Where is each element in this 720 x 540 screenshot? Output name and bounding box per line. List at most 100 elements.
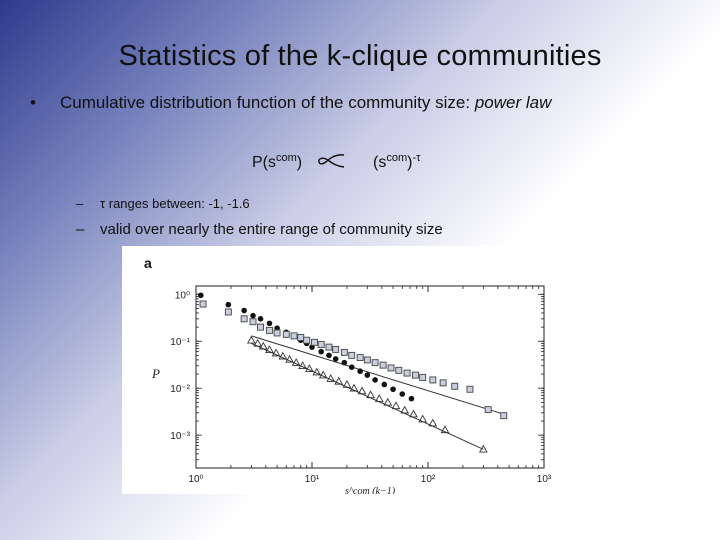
data-point-triangle <box>291 358 301 366</box>
data-point-triangle <box>334 376 344 385</box>
data-point-circle <box>372 377 378 383</box>
data-point-square <box>484 406 492 414</box>
formula-rhs-exp: -τ <box>412 152 421 164</box>
subbullet-validity: – valid over nearly the entire range of c… <box>76 221 443 238</box>
subbullet-tau-range: – τ ranges between: -1, -1.6 <box>76 196 250 211</box>
main-bullet: • Cumulative distribution function of the… <box>30 93 551 113</box>
data-point-square <box>325 343 333 351</box>
data-point-square <box>332 345 340 353</box>
formula-lhs-base: P(s <box>252 154 276 171</box>
data-point-square <box>412 371 419 379</box>
data-point-circle <box>198 292 204 299</box>
data-point-square <box>451 382 459 390</box>
data-point-circle <box>357 368 363 375</box>
data-point-triangle <box>326 374 336 382</box>
data-point-triangle <box>271 348 281 357</box>
data-point-circle <box>257 316 264 322</box>
x-tick-label: 10³ <box>537 474 552 485</box>
data-point-circle <box>364 372 371 378</box>
plot-frame <box>195 285 545 469</box>
x-axis-label: s^com (k−1) <box>345 486 396 494</box>
data-point-circle <box>408 395 415 402</box>
subbullet-dash: – <box>76 196 84 211</box>
data-point-square <box>303 336 311 344</box>
data-point-circle <box>332 356 339 362</box>
data-point-circle <box>381 381 388 388</box>
slide-title: Statistics of the k-clique communities <box>118 40 602 72</box>
data-point-triangle <box>374 394 384 402</box>
data-point-circle <box>390 386 396 393</box>
data-point-circle <box>348 364 355 371</box>
data-point-triangle <box>253 338 263 347</box>
data-point-circle <box>225 301 232 308</box>
data-point-triangle <box>428 418 438 427</box>
y-tick-label: 10⁻³ <box>170 431 190 442</box>
x-tick-label: 10² <box>421 474 436 485</box>
data-point-square <box>290 332 298 340</box>
y-tick-label: 10⁻² <box>170 384 190 395</box>
data-point-square <box>297 334 305 341</box>
formula-rhs-close: ) <box>407 154 413 171</box>
data-point-square <box>317 341 325 349</box>
data-point-circle <box>341 359 348 366</box>
data-point-circle <box>326 352 332 359</box>
data-point-triangle <box>258 341 268 350</box>
data-point-square <box>500 412 508 420</box>
data-point-triangle <box>400 405 410 414</box>
data-point-square <box>439 379 447 387</box>
data-point-square <box>371 359 379 367</box>
y-tick-label: 10⁰ <box>175 290 190 301</box>
data-point-square <box>387 364 395 372</box>
data-point-square <box>311 338 318 346</box>
data-point-triangle <box>357 386 367 395</box>
data-point-triangle <box>265 345 274 353</box>
data-point-circle <box>266 320 273 327</box>
y-axis-label: P <box>151 366 160 381</box>
bullet-marker: • <box>30 93 36 112</box>
data-point-square <box>199 300 207 308</box>
data-point-square <box>379 361 387 369</box>
formula-rhs-sup: com <box>386 152 408 164</box>
data-point-triangle <box>409 409 418 418</box>
data-point-square <box>340 348 348 356</box>
data-point-square <box>363 356 371 364</box>
data-point-circle <box>318 348 324 355</box>
data-point-square <box>257 323 264 331</box>
data-point-square <box>273 329 281 337</box>
data-point-square <box>403 369 411 377</box>
power-law-formula: P(scom) (scom)-τ <box>252 152 420 175</box>
data-point-triangle <box>383 397 393 406</box>
data-point-square <box>466 385 474 393</box>
data-point-square <box>348 351 356 359</box>
formula-rhs-base: (s <box>373 154 387 171</box>
data-point-triangle <box>440 425 450 434</box>
data-point-square <box>224 308 232 316</box>
bullet-emphasis: power law <box>474 93 552 112</box>
data-point-triangle <box>312 367 322 376</box>
data-point-triangle <box>349 383 359 392</box>
proportional-icon <box>317 152 347 175</box>
formula-lhs-close: ) <box>296 154 303 171</box>
data-point-triangle <box>342 379 352 388</box>
data-point-square <box>395 366 403 374</box>
data-point-triangle <box>246 335 256 344</box>
fit-line <box>251 335 504 415</box>
subbullet-text: valid over nearly the entire range of co… <box>100 221 443 238</box>
plot-area: 10⁰ 10¹ 10² 10³ 10⁰ 10⁻¹ 10⁻² 10⁻³ <box>170 285 552 485</box>
data-point-triangle <box>298 361 307 370</box>
y-tick-label: 10⁻¹ <box>170 337 190 348</box>
data-point-triangle <box>366 390 375 399</box>
data-point-triangle <box>318 370 328 379</box>
x-tick-label: 10⁰ <box>188 474 203 485</box>
loglog-chart: a P s^com (k−1) 10⁰ 10¹ 10² 10³10⁰10⁻¹10⁻²1… <box>144 255 552 494</box>
data-point-square <box>282 330 290 338</box>
data-point-square <box>419 373 427 381</box>
subbullet-text: τ ranges between: -1, -1.6 <box>100 196 250 211</box>
data-point-square <box>266 326 273 334</box>
data-point-square <box>429 376 437 384</box>
x-tick-label: 10¹ <box>305 474 320 485</box>
cumulative-distribution-figure: a P s^com (k−1) 10⁰ 10¹ 10² 10³ 10⁰ 10⁻¹ 10⁻² 1… <box>122 246 604 494</box>
data-point-circle <box>399 391 406 397</box>
data-point-circle <box>250 312 256 319</box>
